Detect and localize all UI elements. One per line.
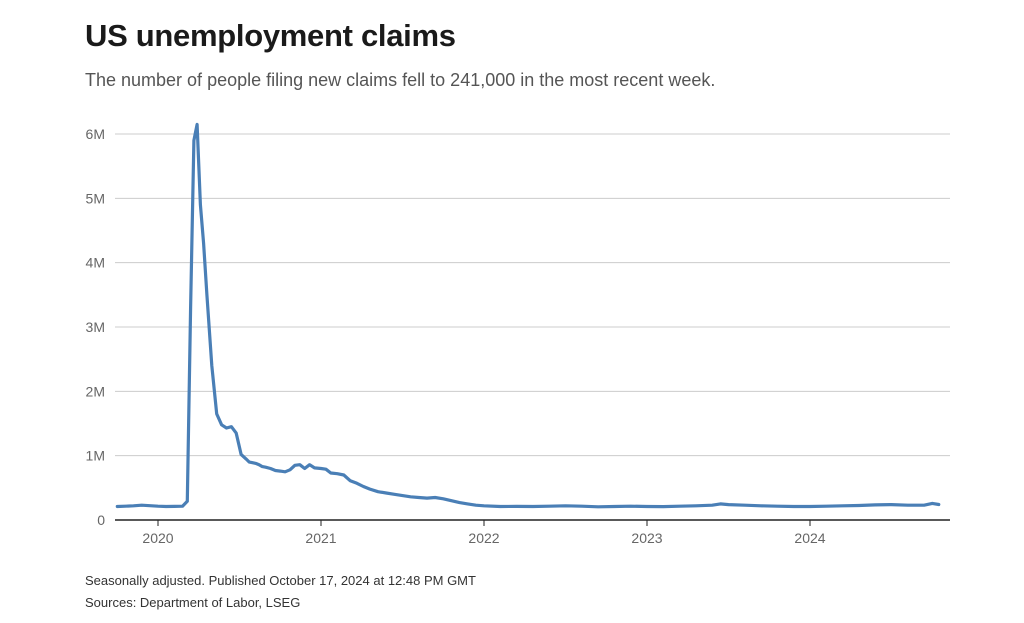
y-tick-label: 2M bbox=[86, 383, 105, 399]
y-tick-label: 1M bbox=[86, 448, 105, 464]
series-layer bbox=[115, 122, 941, 509]
x-tick-label: 2023 bbox=[631, 530, 662, 546]
chart-title: US unemployment claims bbox=[85, 18, 456, 53]
chart-subtitle: The number of people filing new claims f… bbox=[85, 70, 716, 90]
source-note: Sources: Department of Labor, LSEG bbox=[85, 595, 301, 610]
y-tick-label: 6M bbox=[86, 126, 105, 142]
y-axis-labels: 0 1M 2M 3M 4M 5M 6M bbox=[86, 126, 106, 528]
series-line bbox=[115, 122, 941, 509]
x-tick-label: 2022 bbox=[468, 530, 499, 546]
footnote: Seasonally adjusted. Published October 1… bbox=[85, 573, 476, 588]
x-tick-label: 2020 bbox=[142, 530, 173, 546]
y-tick-label: 4M bbox=[86, 255, 105, 271]
x-tick-label: 2021 bbox=[305, 530, 336, 546]
grid-lines bbox=[115, 133, 950, 457]
y-tick-label: 3M bbox=[86, 319, 105, 335]
y-tick-label: 0 bbox=[97, 512, 105, 528]
y-tick-label: 5M bbox=[86, 190, 105, 206]
x-axis: 2020 2021 2022 2023 2024 bbox=[115, 519, 950, 546]
x-tick-label: 2024 bbox=[794, 530, 825, 546]
